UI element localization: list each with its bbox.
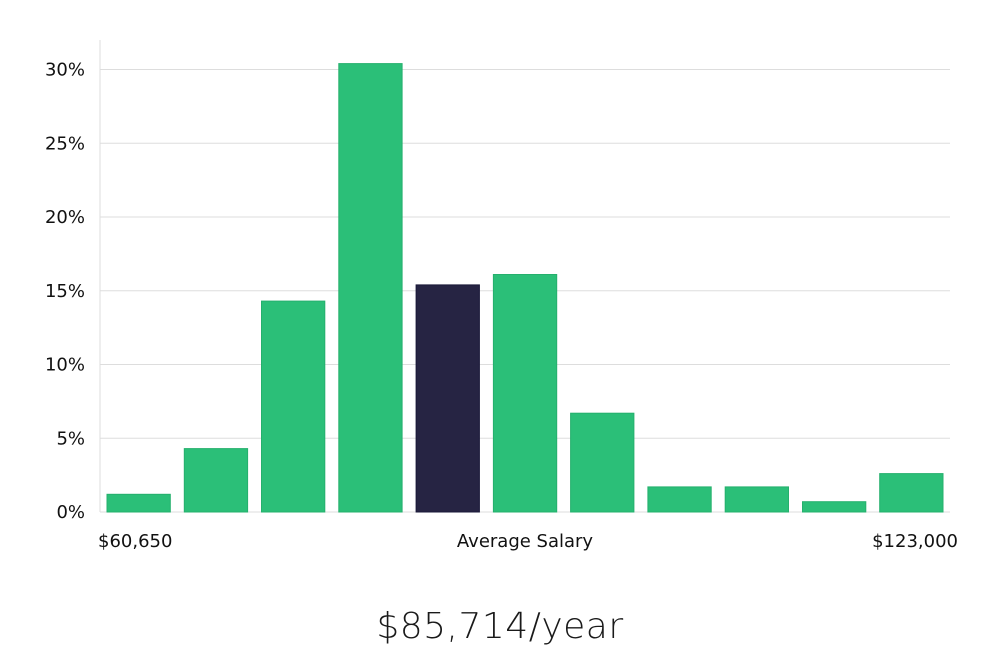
y-tick-label: 25% <box>45 133 85 154</box>
histogram-bar <box>724 486 790 513</box>
x-min-label: $60,650 <box>98 531 172 552</box>
salary-histogram: 0% 5% 10% 15% 20% 25% 30% $60,650 Average Sala… <box>45 40 958 552</box>
histogram-bar <box>802 501 867 513</box>
histogram-bar <box>338 63 403 513</box>
histogram-bar <box>106 493 171 513</box>
histogram-bar <box>183 448 249 513</box>
average-salary-value: $85,714/year <box>376 606 624 647</box>
x-axis-title: Average Salary <box>457 531 594 552</box>
y-tick-label: 20% <box>45 207 85 228</box>
histogram-bar <box>647 486 712 513</box>
histogram-bar <box>879 473 944 513</box>
histogram-bar <box>261 300 326 513</box>
x-max-label: $123,000 <box>872 531 958 552</box>
y-tick-label: 30% <box>45 60 85 81</box>
y-tick-label: 15% <box>45 281 85 302</box>
y-tick-label: 5% <box>56 428 85 449</box>
y-tick-label: 10% <box>45 355 85 376</box>
y-axis-tick-labels: 0% 5% 10% 15% 20% 25% 30% <box>45 60 85 524</box>
histogram-bar <box>570 412 635 513</box>
histogram-bar <box>492 274 558 513</box>
histogram-bars <box>106 63 944 513</box>
y-tick-label: 0% <box>56 502 85 523</box>
histogram-bar-average <box>415 284 480 513</box>
